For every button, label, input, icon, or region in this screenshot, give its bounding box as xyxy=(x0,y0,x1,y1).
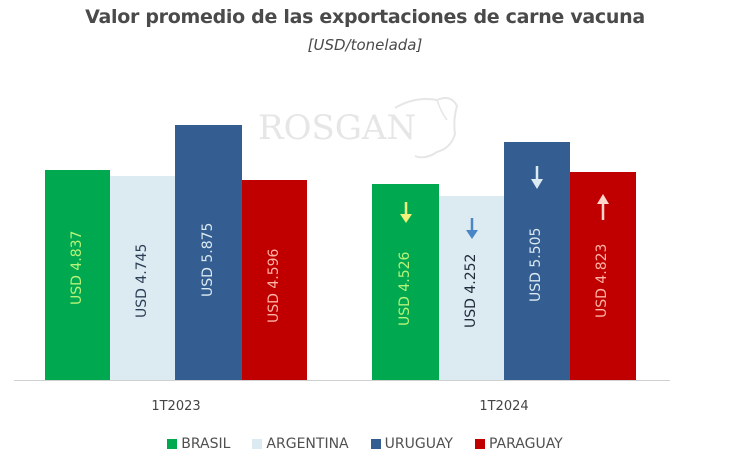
bar-argentina-1t2023: USD 4.745 xyxy=(110,176,175,380)
arrow-down-icon xyxy=(400,202,412,223)
arrow-down-icon xyxy=(531,166,543,189)
x-tick-label: 1T2023 xyxy=(151,399,201,414)
chart-subtitle: [USD/tonelada] xyxy=(307,36,423,54)
bar-value-label: USD 5.505 xyxy=(528,227,544,302)
bar-value-label: USD 4.596 xyxy=(265,248,282,323)
legend: BRASIL ARGENTINA URUGUAY PARAGUAY xyxy=(0,436,730,452)
bar-value-label: USD 4.823 xyxy=(594,243,610,318)
legend-swatch-icon xyxy=(252,439,263,449)
bar-brasil-1t2024: USD 4.526 xyxy=(372,184,439,380)
legend-label: URUGUAY xyxy=(384,436,453,452)
bar-value-label: USD 5.875 xyxy=(199,222,216,297)
legend-item-uruguay: URUGUAY xyxy=(370,436,453,452)
watermark-logo: ROSGAN xyxy=(258,108,417,148)
bar-paraguay-1t2024: USD 4.823 xyxy=(570,172,636,380)
legend-item-argentina: ARGENTINA xyxy=(252,436,349,452)
bar-value-label: USD 4.252 xyxy=(462,253,479,328)
x-tick-label: 1T2024 xyxy=(479,399,529,414)
bar-value-label: USD 4.745 xyxy=(133,243,150,318)
legend-swatch-icon xyxy=(474,439,485,449)
legend-swatch-icon xyxy=(167,439,178,449)
bar-uruguay-1t2023: USD 5.875 xyxy=(175,125,242,380)
bar-brasil-1t2023: USD 4.837 xyxy=(45,170,110,380)
bar-uruguay-1t2024: USD 5.505 xyxy=(504,142,570,380)
x-axis-line xyxy=(14,380,670,381)
bar-argentina-1t2024: USD 4.252 xyxy=(439,196,504,380)
legend-item-brasil: BRASIL xyxy=(167,436,230,452)
bar-paraguay-1t2023: USD 4.596 xyxy=(242,180,307,380)
legend-swatch-icon xyxy=(370,439,381,449)
legend-label: BRASIL xyxy=(181,436,231,452)
bar-value-label: USD 4.837 xyxy=(68,230,85,305)
bar-value-label: USD 4.526 xyxy=(396,251,413,326)
chart-title: Valor promedio de las exportaciones de c… xyxy=(85,6,645,28)
cow-head-icon xyxy=(394,97,459,159)
legend-label: PARAGUAY xyxy=(488,436,563,452)
arrow-down-icon xyxy=(466,218,478,239)
legend-label: ARGENTINA xyxy=(266,436,349,452)
legend-item-paraguay: PARAGUAY xyxy=(474,436,563,452)
arrow-up-icon xyxy=(597,194,609,220)
